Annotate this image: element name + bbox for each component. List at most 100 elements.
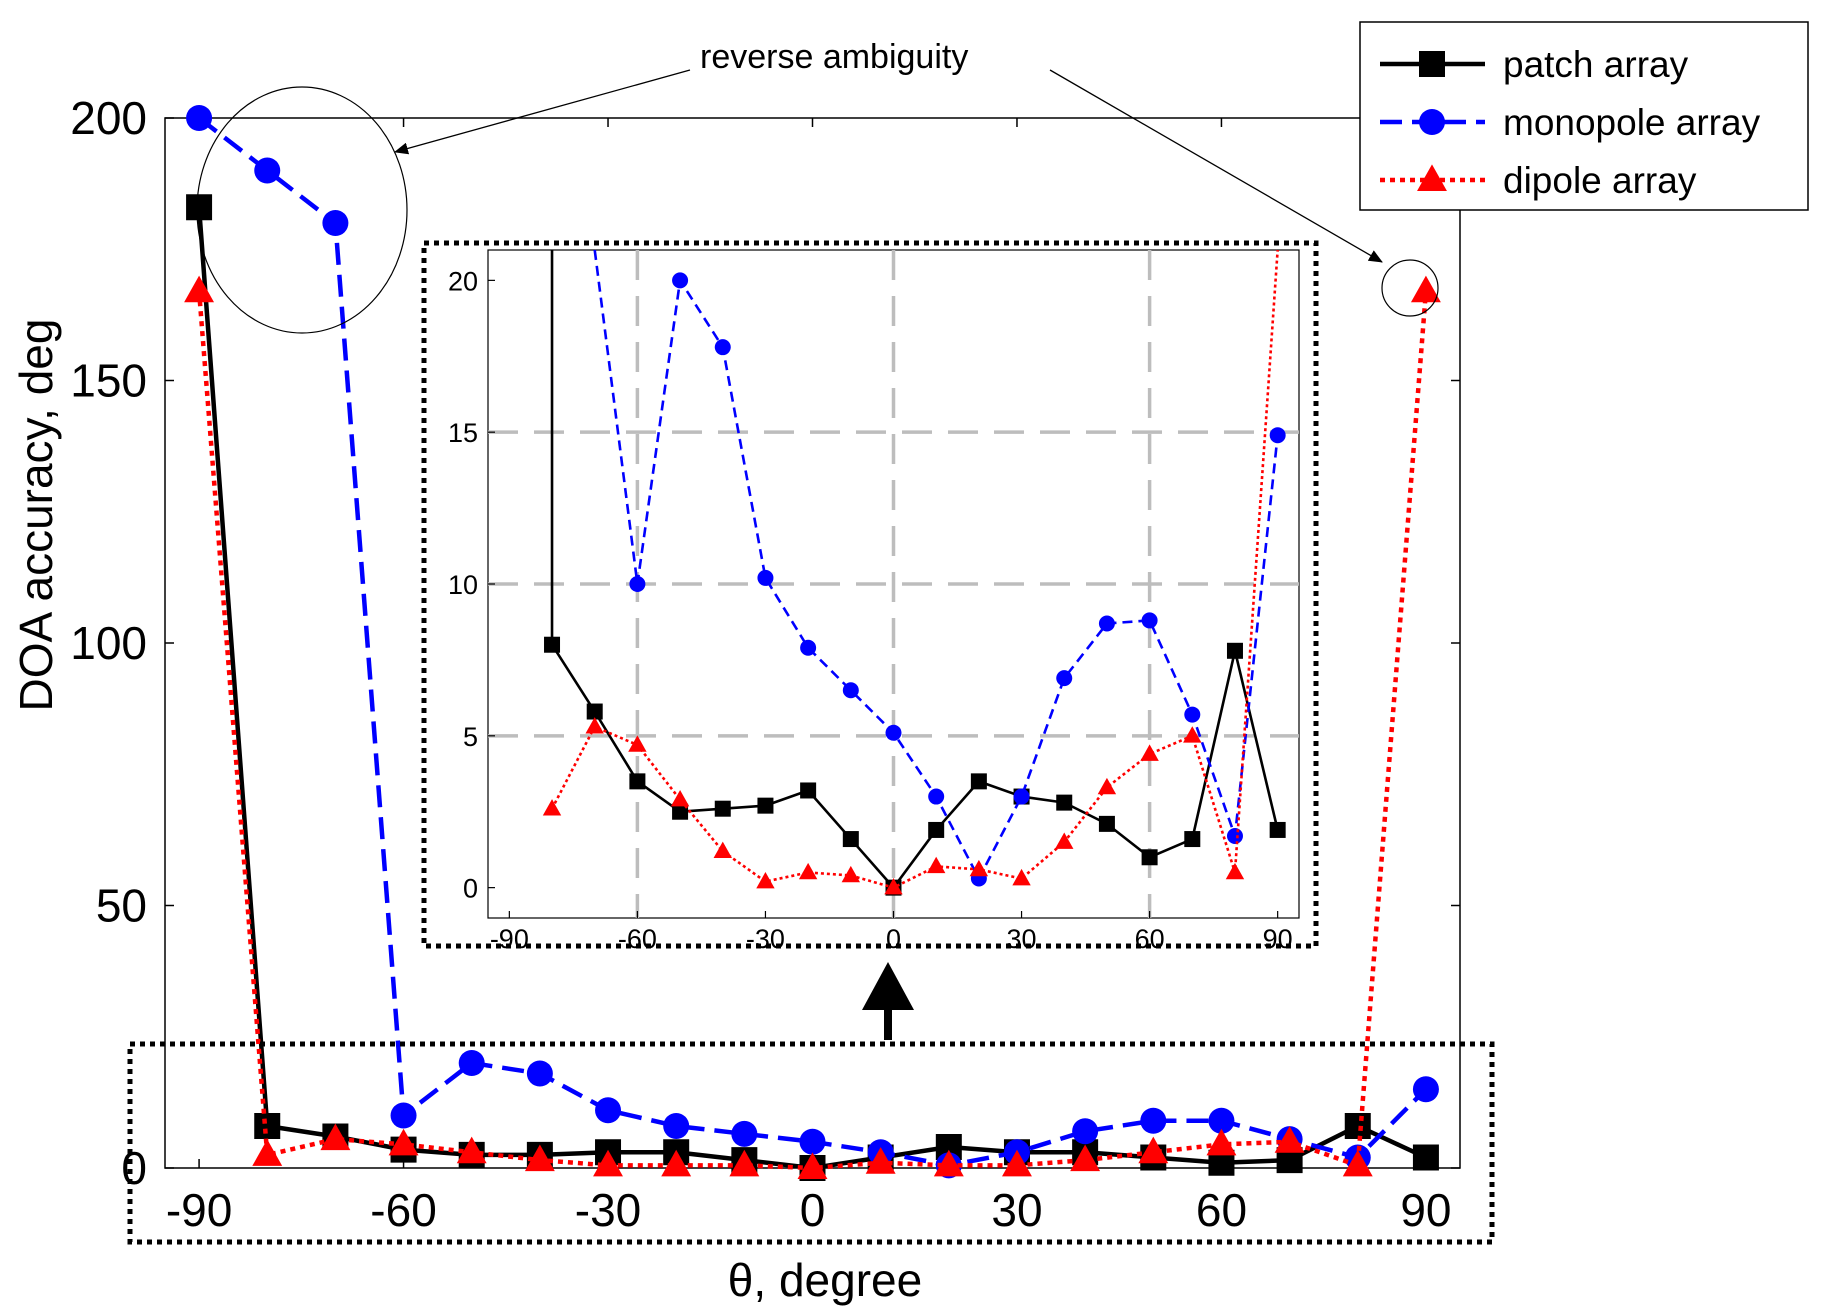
data-point-dipole-array [1410, 275, 1441, 303]
inset-data-point-patch-array [928, 821, 945, 838]
inset-data-point-patch-array [629, 773, 646, 790]
x-tick-label: 0 [800, 1184, 826, 1236]
inset-data-point-patch-array [1226, 642, 1243, 659]
x-tick-label: 30 [991, 1184, 1042, 1236]
inset-data-point-monopole-array [714, 339, 731, 356]
inset-data-point-dipole-array [1225, 862, 1245, 880]
x-tick-label: -30 [575, 1184, 641, 1236]
inset-data-point-dipole-array [884, 878, 903, 895]
data-point-dipole-array [593, 1149, 623, 1177]
inset-data-point-monopole-array [1226, 828, 1243, 845]
inset-data-point-monopole-array [928, 788, 945, 805]
inset-data-point-patch-array [1056, 794, 1073, 811]
x-tick-label: -60 [370, 1184, 436, 1236]
inset-data-point-dipole-array [542, 799, 562, 816]
inset-data-point-dipole-array [926, 856, 946, 874]
zoom-region-box [127, 1041, 1495, 1245]
data-point-dipole-array [1138, 1136, 1169, 1164]
inset-data-point-dipole-array [1183, 726, 1202, 743]
data-point-dipole-array [797, 1152, 828, 1180]
inset-data-point-monopole-array [800, 639, 817, 656]
inset-data-point-dipole-array [670, 789, 690, 807]
inset-data-point-monopole-array [1098, 615, 1115, 632]
data-point-dipole-array [1002, 1149, 1032, 1177]
x-tick-label: 90 [1400, 1184, 1451, 1236]
inset-data-point-dipole-array [1055, 832, 1074, 849]
inset-data-point-monopole-array [1056, 670, 1073, 687]
inset-data-point-patch-array [544, 636, 561, 653]
data-point-dipole-array [1070, 1144, 1101, 1172]
data-point-dipole-array [524, 1144, 555, 1172]
data-point-patch-array [186, 194, 213, 221]
up-arrow-icon [862, 962, 914, 1040]
inset-data-point-dipole-array [1012, 868, 1031, 886]
y-axis-label: DOA accuracy, deg [10, 319, 62, 712]
inset-data-point-patch-array [757, 797, 774, 814]
inset-data-point-monopole-array [1141, 612, 1158, 629]
inset-data-point-monopole-array [672, 272, 689, 289]
inset-data-point-dipole-array [969, 859, 989, 877]
inset-plot-frame [421, 240, 1319, 949]
data-point-dipole-array [1342, 1149, 1373, 1177]
inset-data-point-patch-array [586, 703, 603, 720]
data-point-patch-array [254, 1113, 281, 1139]
reverse-ambiguity-ellipse-left [196, 86, 408, 334]
inset-data-point-patch-array [1269, 821, 1286, 838]
inset-data-point-monopole-array [1269, 427, 1286, 444]
inset-data-point-dipole-array [756, 871, 775, 889]
inset-data-point-dipole-array [798, 862, 818, 880]
data-point-monopole-array [1208, 1107, 1235, 1134]
annotation-arrow-left [394, 69, 691, 155]
inset-data-point-patch-array [800, 782, 817, 799]
data-point-monopole-array [186, 105, 213, 131]
annotation-arrow-right [1049, 69, 1383, 263]
inset-data-point-monopole-array [757, 569, 774, 586]
y-tick-label: 50 [96, 880, 147, 932]
y-tick-label: 200 [70, 92, 147, 144]
legend-label-patch-array: patch array [1503, 44, 1689, 85]
inset-data-point-monopole-array [1013, 788, 1030, 805]
reverse-ambiguity-circle-right [1381, 259, 1439, 317]
inset-x-tick-label: 90 [1263, 924, 1293, 954]
data-point-monopole-array [390, 1102, 417, 1129]
inset-data-point-patch-array [970, 773, 987, 790]
data-point-dipole-array [729, 1149, 760, 1177]
data-point-dipole-array [252, 1139, 283, 1166]
data-point-dipole-array [661, 1149, 692, 1177]
inset-x-tick-label: 0 [886, 924, 901, 954]
inset-data-point-monopole-array [885, 724, 902, 741]
data-point-monopole-array [322, 210, 349, 236]
inset-data-point-dipole-array [1140, 744, 1159, 761]
data-point-dipole-array [865, 1147, 896, 1174]
inset-data-point-monopole-array [629, 576, 646, 592]
data-point-patch-array [1344, 1113, 1371, 1139]
inset-axis-ticks: -90 -60 -30 0 30 60 90 0 5 10 15 20 [448, 266, 1293, 954]
data-point-monopole-array [1072, 1118, 1099, 1145]
x-tick-label: -90 [166, 1184, 232, 1236]
inset-y-tick-label: 5 [463, 722, 478, 752]
data-point-dipole-array [1206, 1128, 1237, 1156]
data-point-dipole-array [933, 1149, 964, 1177]
inset-data-point-dipole-array [841, 865, 861, 883]
inset-data-point-patch-array [672, 803, 689, 820]
inset-data-point-dipole-array [628, 735, 647, 752]
data-point-monopole-array [799, 1128, 826, 1155]
main-series-group [184, 105, 1441, 1181]
y-tick-label: 0 [121, 1142, 147, 1194]
data-point-patch-array [1412, 1144, 1439, 1171]
inset-x-tick-label: -60 [618, 924, 657, 954]
inset-x-tick-label: -30 [746, 924, 785, 954]
inset-series-line-dipole-array [550, 249, 1279, 889]
x-tick-label: 60 [1196, 1184, 1247, 1236]
data-point-monopole-array [1412, 1076, 1439, 1103]
inset-data-point-monopole-array [842, 682, 859, 699]
inset-y-tick-label: 10 [448, 570, 478, 600]
inset-y-tick-label: 0 [463, 874, 478, 904]
data-point-monopole-array [254, 157, 281, 184]
legend-label-monopole-array: monopole array [1503, 102, 1761, 143]
data-point-monopole-array [595, 1097, 622, 1124]
data-point-monopole-array [458, 1050, 485, 1076]
inset-data-point-patch-array [714, 800, 731, 817]
